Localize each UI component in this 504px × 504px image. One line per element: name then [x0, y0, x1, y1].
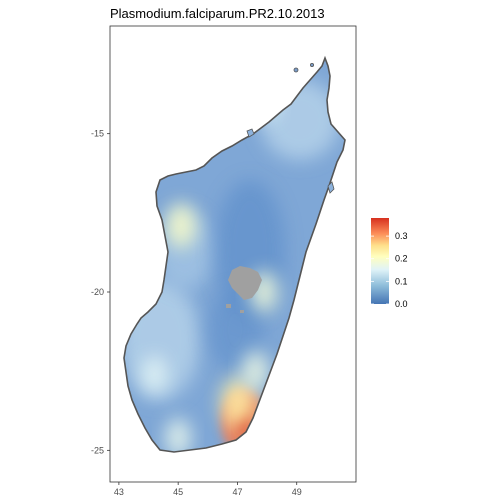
color-legend: 0.3 0.2 0.1 0.0 — [371, 218, 408, 309]
legend-tick-label: 0.1 — [395, 276, 408, 286]
missing-data-region — [228, 266, 262, 300]
legend-tick-label: 0.2 — [395, 254, 408, 264]
x-tick-label: 45 — [173, 487, 183, 497]
y-tick-label: -15 — [91, 129, 104, 139]
small-island — [293, 67, 299, 73]
madagascar-map — [123, 55, 346, 453]
prevalence-hotspot — [241, 350, 269, 392]
legend-colorbar — [371, 218, 389, 304]
x-axis: 43 45 47 49 — [114, 482, 302, 497]
y-tick-label: -20 — [91, 287, 104, 297]
island-outline — [123, 55, 346, 453]
x-tick-label: 43 — [114, 487, 124, 497]
prevalence-surface — [124, 80, 340, 452]
prevalence-hotspot — [220, 377, 255, 429]
prevalence-hotspot — [141, 355, 168, 394]
x-tick-label: 49 — [292, 487, 302, 497]
small-island — [309, 63, 314, 68]
y-axis: -15 -20 -25 — [91, 129, 110, 455]
y-tick-label: -25 — [91, 445, 104, 455]
x-tick-label: 47 — [232, 487, 242, 497]
map-title: Plasmodium.falciparum.PR2.10.2013 — [110, 6, 325, 21]
legend-tick-label: 0.0 — [395, 299, 408, 309]
small-island — [246, 128, 255, 138]
legend-tick-label: 0.3 — [395, 231, 408, 241]
prevalence-hotspot — [165, 417, 192, 452]
small-island — [327, 181, 335, 194]
prevalence-hotspot — [166, 202, 197, 249]
